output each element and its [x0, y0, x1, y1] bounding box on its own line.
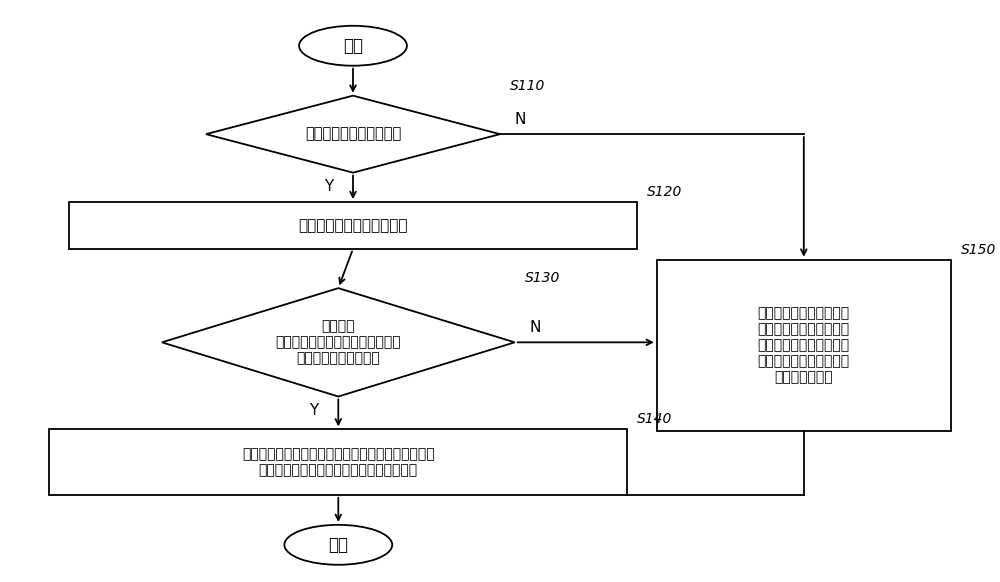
Text: N: N — [515, 112, 526, 127]
Text: N: N — [529, 321, 541, 335]
Text: 根据语音
按键被触发的时长判断目标拾音模
式是否为近场拾音模式: 根据语音 按键被触发的时长判断目标拾音模 式是否为近场拾音模式 — [275, 319, 401, 365]
Text: S130: S130 — [524, 271, 560, 285]
Text: S110: S110 — [510, 79, 545, 93]
Text: 检测语音按键是否被触发: 检测语音按键是否被触发 — [305, 127, 401, 141]
Bar — [657, 260, 951, 431]
Text: S120: S120 — [647, 185, 682, 199]
Text: S140: S140 — [637, 413, 673, 427]
Bar — [69, 202, 637, 249]
Text: S150: S150 — [961, 243, 996, 257]
Polygon shape — [162, 288, 515, 396]
Ellipse shape — [284, 525, 392, 565]
Text: Y: Y — [309, 403, 318, 418]
Text: 结束: 结束 — [328, 536, 348, 554]
Text: 向第二设备发送远场拾音
模式开启信号，以使第二
设备采集语音信息，并根
据采集到的语音信息对第
二设备进行控制: 向第二设备发送远场拾音 模式开启信号，以使第二 设备采集语音信息，并根 据采集到… — [758, 306, 850, 385]
Text: 获得语音按键被触发的时长: 获得语音按键被触发的时长 — [298, 218, 408, 233]
Text: 开始: 开始 — [343, 37, 363, 55]
Text: 采集语音信息，并将采集到的语音信息以蓝牙方式发
送给第二设备，以对第二设备进行语音控制: 采集语音信息，并将采集到的语音信息以蓝牙方式发 送给第二设备，以对第二设备进行语… — [242, 447, 435, 477]
Text: Y: Y — [324, 179, 333, 194]
Bar — [49, 430, 627, 495]
Polygon shape — [206, 95, 500, 173]
Ellipse shape — [299, 26, 407, 66]
